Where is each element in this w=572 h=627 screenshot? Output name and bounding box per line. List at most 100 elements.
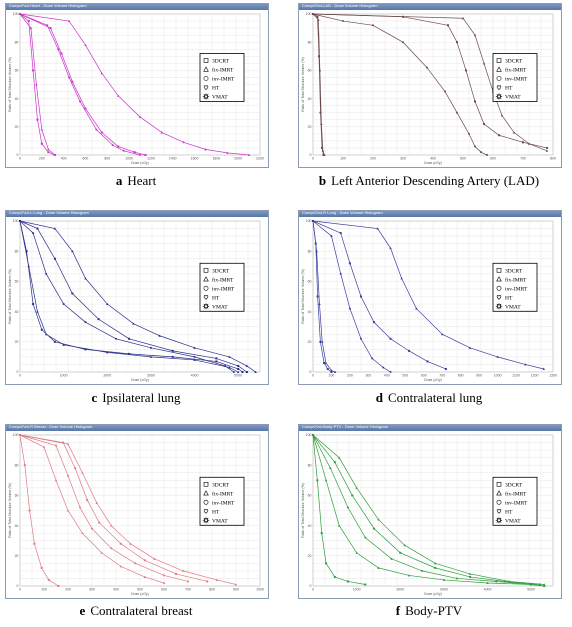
caption-text: Left Anterior Descending Artery (LAD) — [331, 173, 540, 188]
data-point — [160, 131, 164, 134]
data-point — [193, 346, 196, 349]
data-point — [84, 107, 87, 110]
heart-icon — [496, 85, 502, 90]
data-point — [232, 371, 235, 373]
legend-label: 3DCRT — [505, 482, 523, 488]
star-icon — [202, 516, 210, 524]
data-point — [100, 71, 104, 75]
window-titlebar[interactable]: Compr2Vol-Body-PTV - Dose Volume Histogr… — [299, 425, 561, 431]
x-tick-label: 600 — [490, 157, 496, 161]
data-point — [247, 153, 251, 156]
dvh-chart: 0 100 200 300 400 500 600 700 800 900 1000 0 20 40 60 8… — [8, 433, 264, 596]
x-tick-label: 500 — [460, 157, 466, 161]
heart-icon — [203, 509, 209, 514]
data-point — [311, 12, 315, 15]
data-point — [100, 551, 103, 554]
x-tick-label: 1600 — [191, 157, 199, 161]
data-point — [138, 115, 142, 118]
circle-icon — [496, 499, 502, 505]
window-titlebar[interactable]: Compr2Vol-LAD - Dose Volume Histogram — [299, 4, 561, 10]
window-titlebar[interactable]: Compr2Vol-Heart - Dose Volume Histogram — [6, 4, 268, 10]
legend-label: fix-IMRT — [212, 490, 234, 497]
y-axis-label: Ratio of Total Structure Volume (%) — [8, 483, 12, 538]
data-point — [321, 149, 325, 152]
data-point — [444, 367, 447, 370]
data-point — [469, 575, 472, 578]
dvh-window: Compr2Vol-Heart - Dose Volume Histogram 0… — [5, 3, 269, 168]
data-point — [333, 370, 337, 373]
dvh-window: Compr2Vol-R Breast - Dose Volume Histogr… — [5, 424, 269, 599]
data-point — [132, 322, 135, 325]
series-line — [19, 220, 239, 373]
legend-label: inv-IMRT — [505, 500, 528, 506]
data-point — [53, 257, 56, 260]
data-point — [346, 580, 349, 583]
data-point — [522, 141, 524, 144]
x-tick-label: 600 — [421, 374, 427, 378]
data-point — [468, 346, 472, 349]
caption-text: Body-PTV — [405, 603, 463, 618]
data-point — [434, 566, 437, 569]
window-titlebar[interactable]: Compr2Vol-R Breast - Dose Volume Histogr… — [6, 425, 268, 431]
data-point — [500, 114, 504, 117]
data-point — [337, 456, 341, 459]
data-point — [320, 532, 323, 535]
data-point — [320, 122, 323, 125]
data-point — [79, 100, 81, 103]
window-titlebar[interactable]: Compr2Vol-R Lung - Dose Volume Histogram — [299, 211, 561, 217]
series-line — [19, 434, 237, 585]
x-tick-label: 3000 — [147, 374, 155, 378]
data-point — [399, 551, 402, 554]
data-point — [36, 227, 39, 230]
data-point — [524, 363, 527, 366]
y-axis-label: Ratio of Total Structure Volume (%) — [8, 269, 12, 324]
data-point — [324, 479, 328, 482]
y-tick-label: 0 — [310, 584, 312, 588]
x-tick-label: 1000 — [353, 588, 361, 592]
data-point — [382, 366, 385, 369]
data-point — [40, 128, 44, 131]
data-point — [456, 41, 458, 44]
data-point — [237, 367, 240, 370]
triangle-icon — [496, 490, 502, 496]
triangle-icon — [203, 276, 209, 282]
data-point — [389, 371, 392, 373]
data-point — [224, 364, 227, 367]
dvh-chart: 0 100 200 300 400 500 600 700 800 900 1000 1100 1200… — [301, 219, 557, 382]
data-point — [23, 464, 26, 467]
data-point — [106, 302, 109, 306]
x-tick-label: 0 — [312, 157, 314, 161]
x-tick-label: 1000 — [494, 374, 502, 378]
window-title: Compr2Vol-Body-PTV - Dose Volume Histogr… — [302, 424, 389, 429]
grid — [312, 434, 554, 587]
legend-label: VMAT — [505, 94, 521, 100]
data-point — [74, 467, 77, 470]
data-point — [433, 562, 437, 565]
data-point — [18, 12, 22, 15]
data-point — [62, 343, 65, 346]
legend: 3DCRT fix-IMRT inv-IMRT HT VMAT — [492, 53, 538, 102]
data-point — [81, 531, 84, 535]
data-point — [95, 501, 98, 504]
x-tick-label: 0 — [19, 588, 21, 592]
data-point — [111, 144, 114, 147]
series-line — [312, 434, 545, 587]
data-point — [389, 246, 392, 250]
data-point — [241, 371, 244, 373]
data-point — [473, 33, 477, 37]
data-point — [360, 295, 362, 298]
data-point — [402, 41, 404, 44]
x-tick-label: 900 — [476, 374, 482, 378]
y-axis-label: Ratio of Total Structure Volume (%) — [301, 269, 305, 324]
x-tick-label: 400 — [113, 588, 119, 592]
data-point — [84, 321, 87, 324]
y-tick-label: 40 — [15, 310, 19, 314]
window-titlebar[interactable]: Compr2Vol-L Lung - Dose Volume Histogram — [6, 211, 268, 217]
data-point — [57, 585, 60, 587]
x-tick-label: 0 — [19, 157, 21, 161]
data-point — [317, 18, 320, 21]
data-point — [228, 355, 231, 358]
data-point — [456, 577, 458, 580]
panel-caption: b Left Anterior Descending Artery (LAD) — [298, 173, 560, 189]
legend-label: VMAT — [505, 518, 521, 524]
